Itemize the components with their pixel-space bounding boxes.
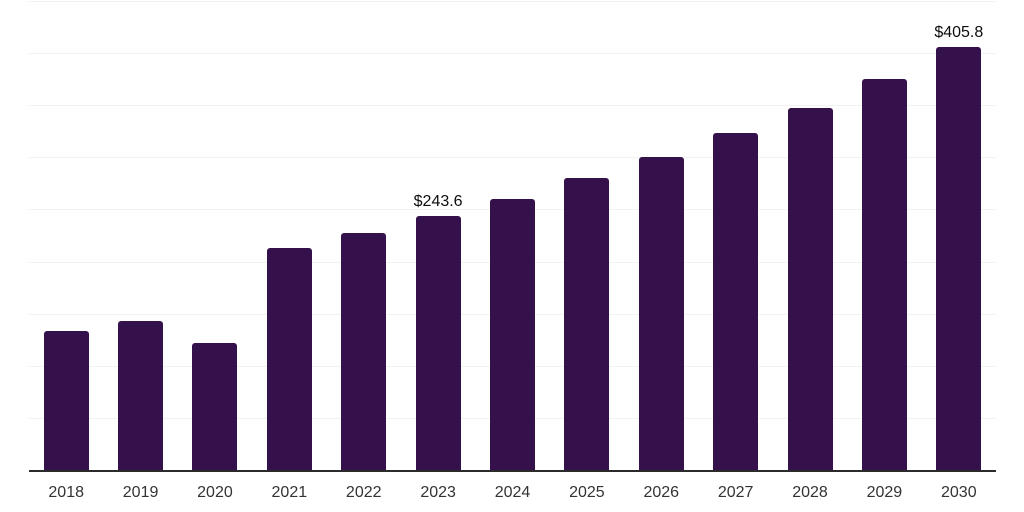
x-tick-label-2025: 2025	[569, 484, 605, 501]
plot-area: $243.6 $405.8	[29, 1, 996, 472]
x-tick-label-2026: 2026	[643, 484, 680, 501]
bar-value-label-2030: $405.8	[934, 24, 984, 42]
bar-2024	[490, 198, 535, 470]
x-tick-label-2018: 2018	[48, 484, 84, 501]
gridline	[29, 105, 996, 107]
bar-value-label-2023: $243.6	[413, 193, 463, 211]
x-tick-label-2024: 2024	[494, 484, 531, 501]
x-tick-label-2030: 2030	[941, 484, 977, 501]
bar-2028	[787, 107, 833, 470]
x-tick-label-2021: 2021	[271, 484, 308, 501]
bar-2022	[341, 233, 387, 470]
bar-2023	[415, 216, 461, 470]
x-tick-label-2023: 2023	[420, 484, 456, 501]
x-tick-label-2029: 2029	[866, 484, 903, 501]
x-tick-label-2028: 2028	[792, 484, 828, 501]
bar-2020	[192, 342, 238, 470]
bar-2019	[118, 320, 164, 470]
x-tick-label-2019: 2019	[122, 484, 159, 501]
x-tick-label-2020: 2020	[197, 484, 233, 501]
bar-2021	[266, 247, 312, 470]
gridline	[29, 157, 996, 159]
gridline	[29, 1, 996, 2]
bar-2025	[564, 178, 610, 470]
bar-2030	[936, 47, 982, 470]
bar-2029	[861, 78, 907, 470]
bar-2027	[713, 132, 759, 470]
gridline	[29, 53, 996, 55]
x-tick-label-2022: 2022	[345, 484, 382, 501]
bar-2018	[43, 331, 89, 470]
x-tick-label-2027: 2027	[717, 484, 754, 501]
bar-2026	[638, 156, 684, 470]
